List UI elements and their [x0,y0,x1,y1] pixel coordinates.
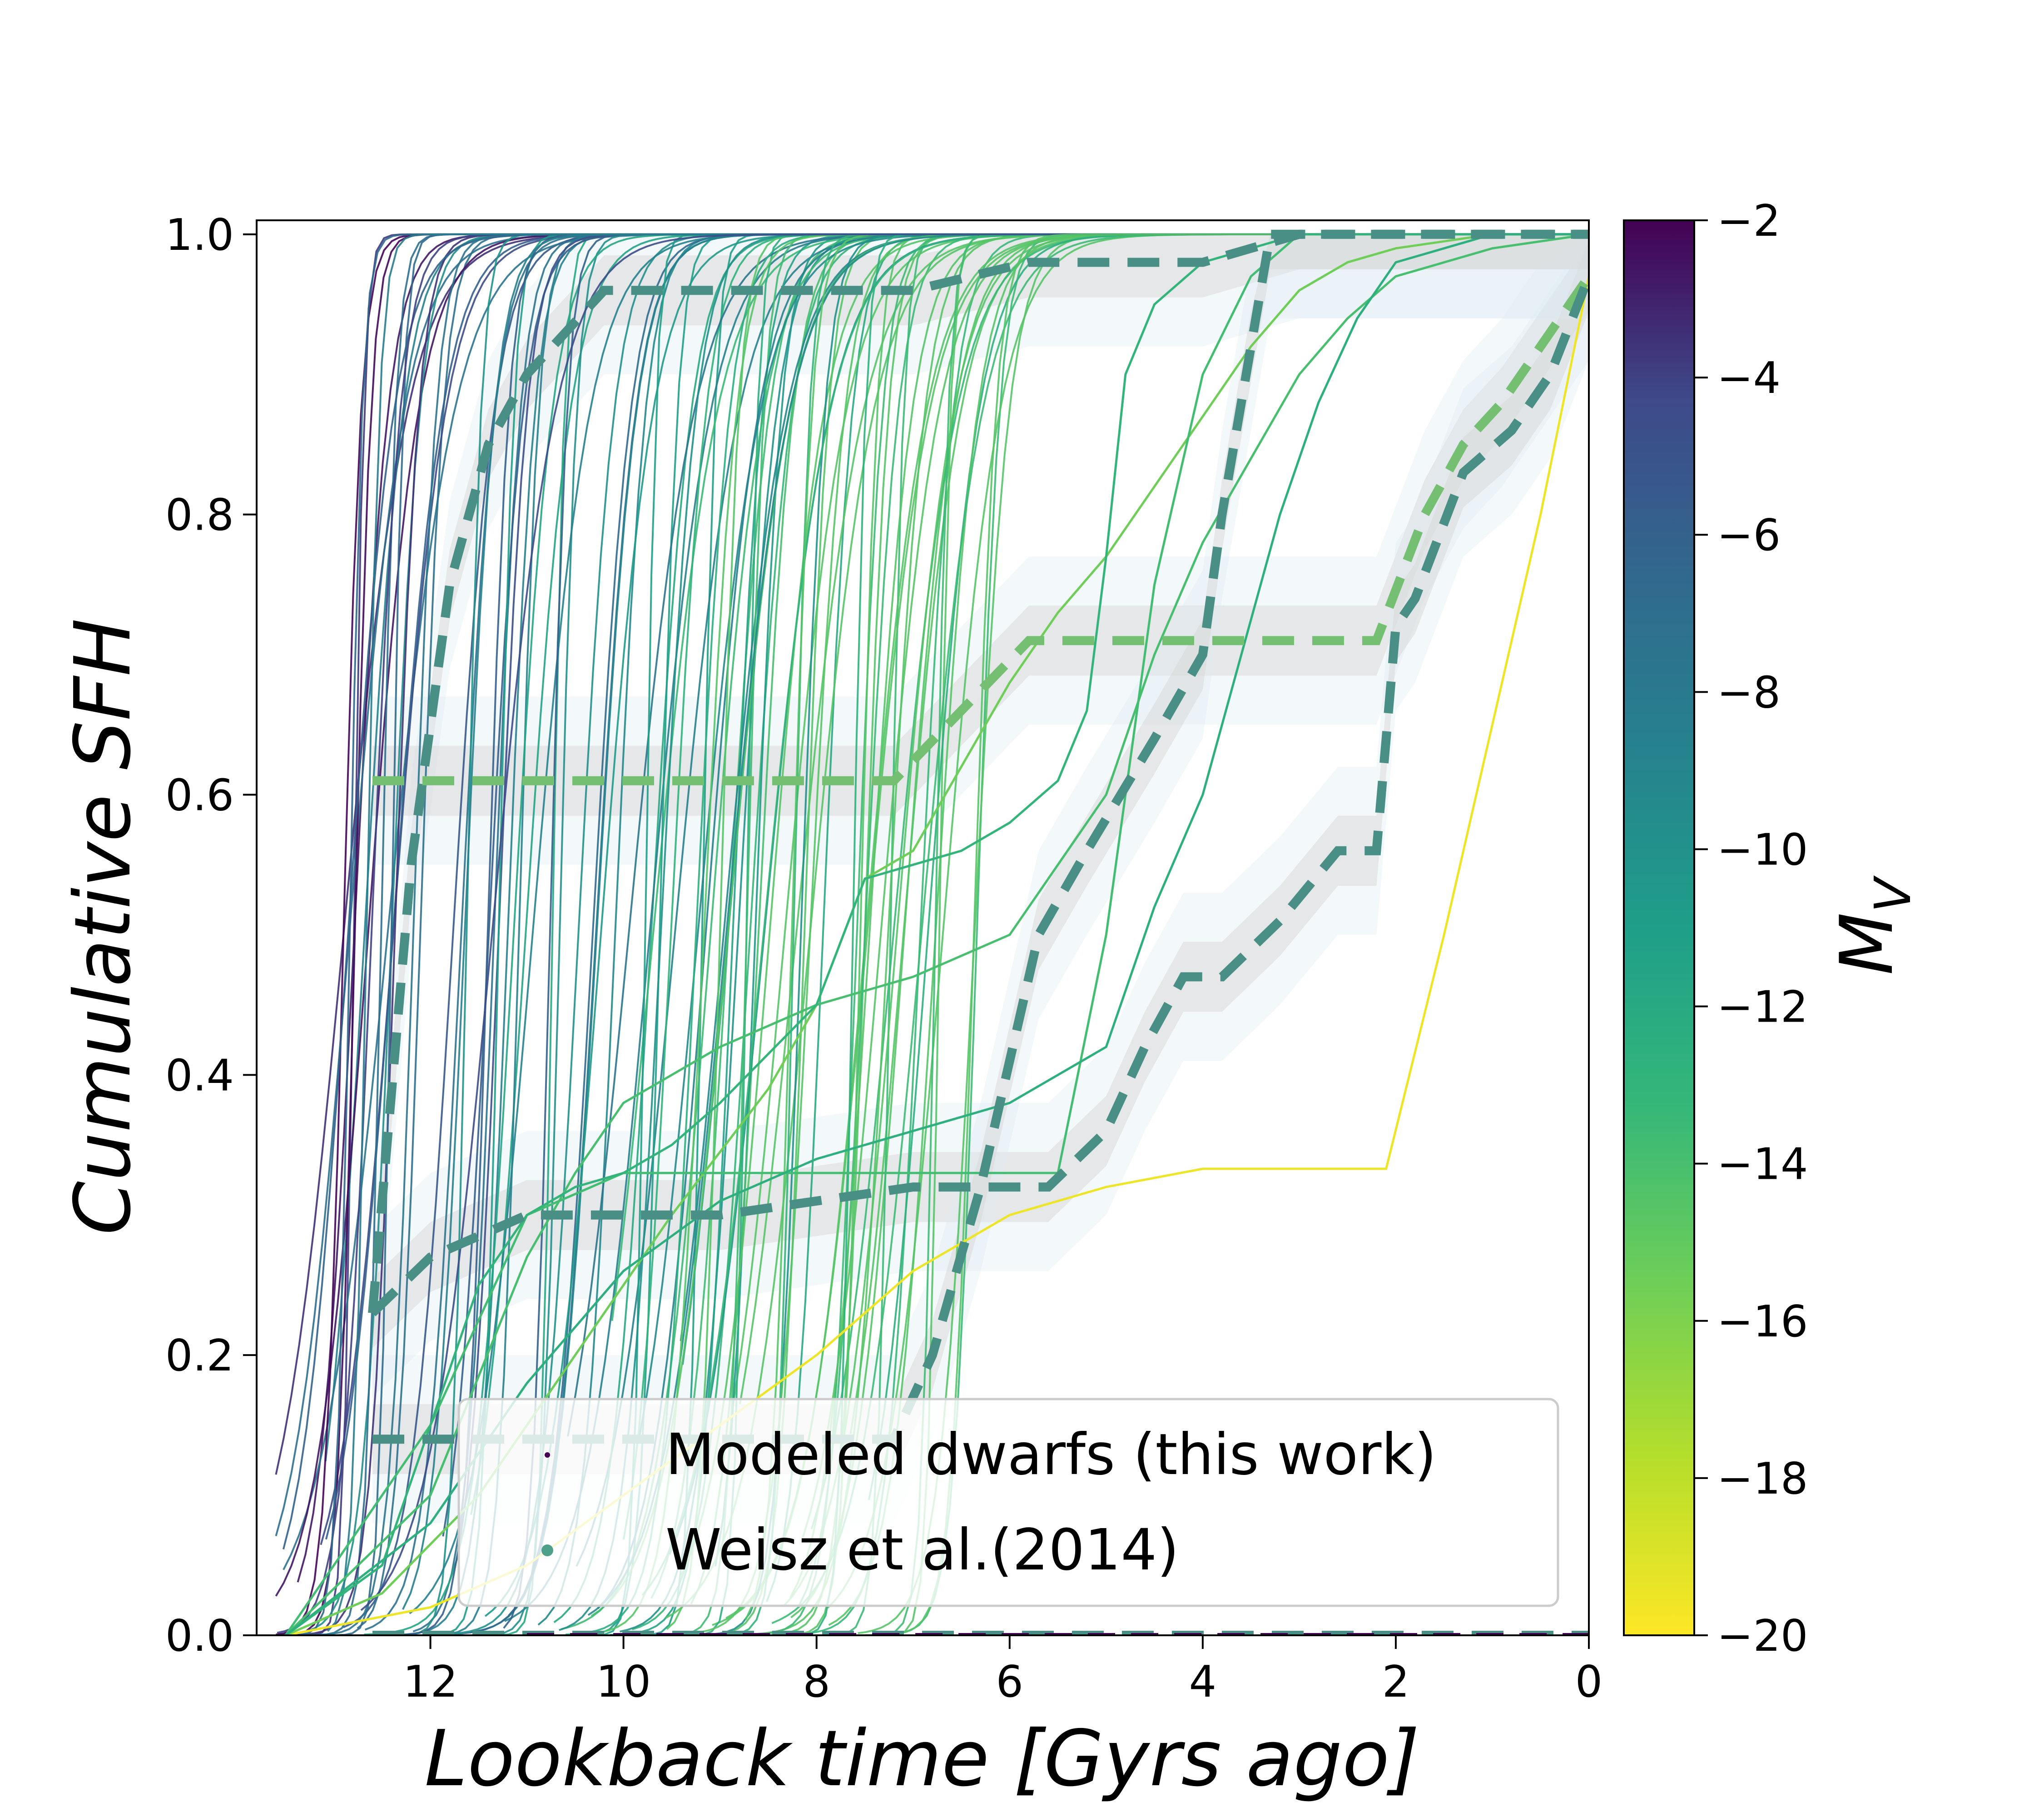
colorbar-tick-label: −4 [1717,353,1781,403]
x-tick-label: 2 [1382,1657,1409,1707]
colorbar-tick-label: −12 [1717,983,1808,1033]
x-tick-label: 6 [996,1657,1023,1707]
y-tick-label: 0.4 [165,1051,234,1101]
colorbar-tick-label: −6 [1717,511,1781,561]
colorbar-tick-label: −16 [1717,1297,1808,1347]
colorbar-tick-label: −20 [1717,1611,1808,1661]
featured-model-line-3 [284,233,1589,1635]
weisz-dashed-lines [368,229,1589,1635]
colorbar-tick-label: −8 [1717,668,1781,718]
uncertainty-band-inner-1 [372,241,1589,816]
x-tick-label: 12 [403,1657,458,1707]
colorbar-label: MV [1824,875,1922,975]
legend: Modeled dwarfs (this work) Weisz et al.(… [457,1398,1559,1607]
legend-label-modeled: Modeled dwarfs (this work) [665,1422,1437,1488]
featured-model-line-5 [285,233,1589,1635]
x-tick-label: 0 [1575,1657,1602,1707]
colorbar-tick-label: −10 [1717,825,1808,875]
featured-model-line-2 [285,233,1589,1635]
colorbar-tick-label: −14 [1717,1140,1808,1190]
y-tick-label: 0.0 [165,1611,234,1661]
featured-model-line-1 [285,233,1589,1635]
y-tick-label: 0.8 [165,491,234,541]
uncertainty-band-outer-3 [372,234,1589,1524]
colorbar-tick-label: −18 [1717,1454,1808,1504]
weisz-series-0 [368,229,1589,1314]
y-axis-ticks: 0.0 0.2 0.4 0.6 0.8 1.0 [165,210,257,1661]
weisz-series-3 [372,229,1589,1444]
colorbar-ticks: −2 −4 −6 −8 −10 −12 −14 −16 −18 −20 [1694,196,1808,1661]
colorbar: −2 −4 −6 −8 −10 −12 −14 −16 −18 −20 MV [1623,196,1922,1661]
uncertainty-band-outer-1 [372,234,1589,865]
x-axis-label: Lookback time [Gyrs ago] [425,1714,1420,1804]
legend-box [457,1398,1559,1607]
y-tick-label: 1.0 [165,210,234,260]
x-axis-ticks: 12 10 8 6 4 2 0 [403,1635,1602,1707]
x-tick-label: 10 [596,1657,651,1707]
plot-area [275,229,1589,1635]
uncertainty-band-outer-0 [372,234,1589,1397]
weisz-series-2 [369,274,1589,1316]
x-tick-label: 8 [803,1657,830,1707]
legend-marker-weisz [541,1544,553,1556]
x-tick-label: 4 [1189,1657,1216,1707]
colorbar-label-sub: V [1864,875,1922,913]
legend-marker-modeled [545,1452,550,1458]
colorbar-gradient [1623,219,1695,1636]
y-tick-label: 0.6 [165,771,234,821]
plot-frame [256,219,1590,1636]
colorbar-tick-label: −2 [1717,196,1781,246]
legend-label-weisz: Weisz et al.(2014) [665,1517,1179,1583]
y-tick-label: 0.2 [165,1331,234,1381]
colorbar-label-main: M [1824,913,1909,975]
y-axis-label: Cumulative SFH [58,618,148,1235]
